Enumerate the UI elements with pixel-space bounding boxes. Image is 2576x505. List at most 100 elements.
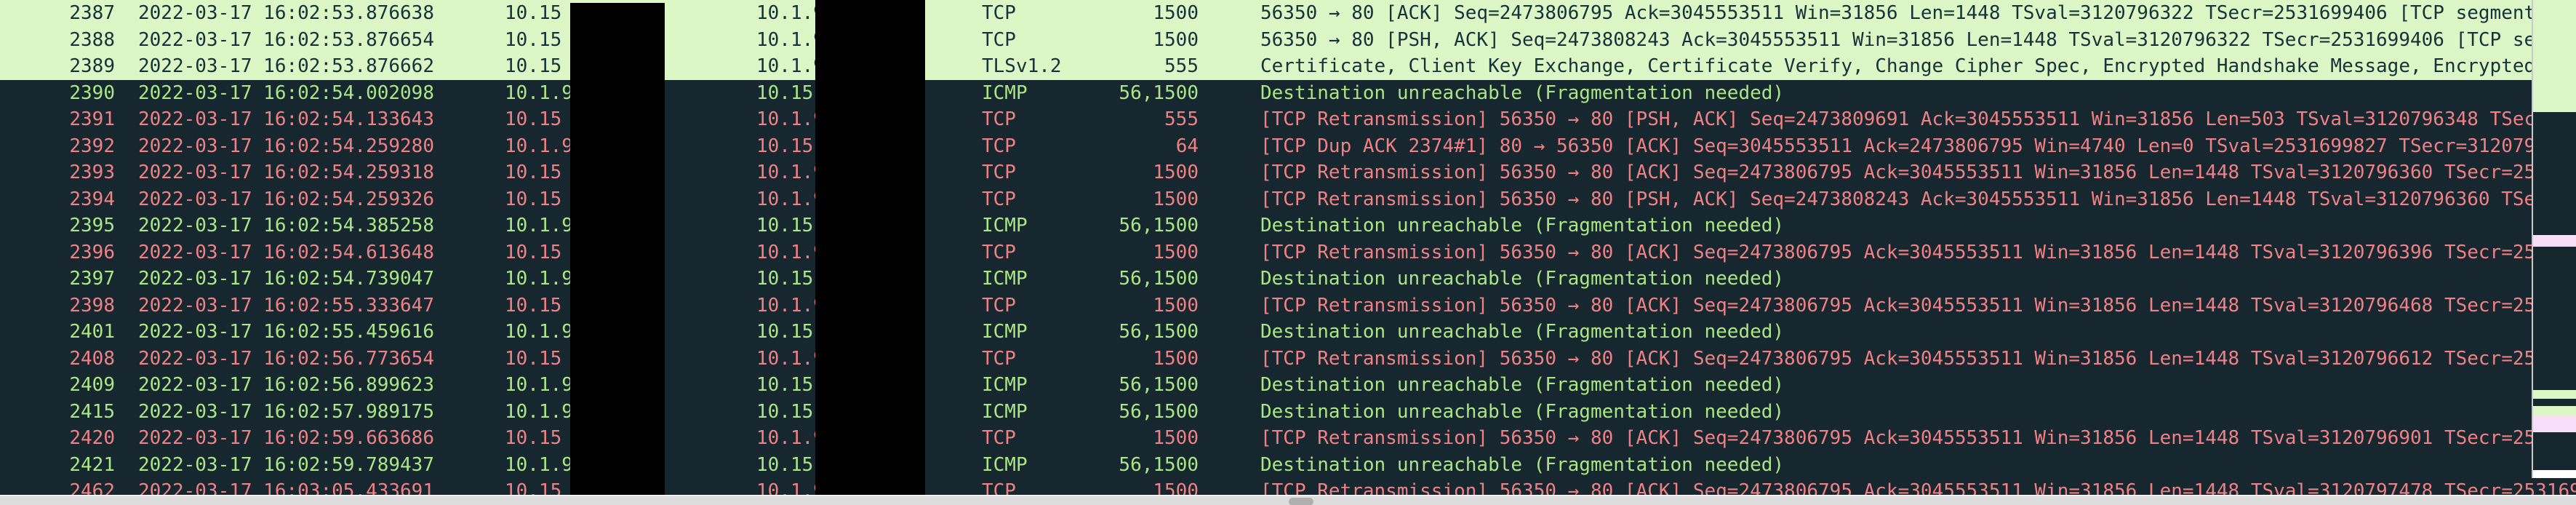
packet-row[interactable]: 2408 2022-03-17 16:02:56.773654 10.15 10… bbox=[0, 345, 2576, 373]
packet-row[interactable]: 2390 2022-03-17 16:02:54.002098 10.1.9 1… bbox=[0, 79, 2576, 107]
packet-time: 2022-03-17 16:02:54.739047 bbox=[138, 268, 434, 290]
packet-source: 10.15 bbox=[505, 347, 562, 370]
packet-destination: 10.1.9 bbox=[756, 241, 825, 263]
packet-no: 2393 bbox=[69, 162, 115, 184]
packet-no: 2388 bbox=[69, 28, 115, 51]
packet-row[interactable]: 2391 2022-03-17 16:02:54.133643 10.15 10… bbox=[0, 106, 2576, 133]
packet-row[interactable]: 2415 2022-03-17 16:02:57.989175 10.1.9 1… bbox=[0, 398, 2576, 426]
packet-source: 10.15 bbox=[505, 294, 562, 317]
packet-protocol: TCP bbox=[982, 294, 1016, 317]
packet-source: 10.15 bbox=[505, 55, 562, 78]
packet-row[interactable]: 2388 2022-03-17 16:02:53.876654 10.15 10… bbox=[0, 26, 2576, 54]
packet-no: 2421 bbox=[69, 453, 115, 476]
packet-row[interactable]: 2395 2022-03-17 16:02:54.385258 10.1.9 1… bbox=[0, 212, 2576, 239]
packet-protocol: ICMP bbox=[982, 374, 1028, 397]
packet-row[interactable]: 2409 2022-03-17 16:02:56.899623 10.1.9 1… bbox=[0, 372, 2576, 399]
scrollbar-map-segment bbox=[2533, 470, 2576, 478]
packet-row[interactable]: 2392 2022-03-17 16:02:54.259280 10.1.9 1… bbox=[0, 132, 2576, 160]
packet-source: 10.15 bbox=[505, 108, 562, 131]
packet-source: 10.1.9 bbox=[505, 215, 573, 237]
packet-destination: 10.1.9 bbox=[756, 2, 825, 24]
packet-destination: 10.15 bbox=[756, 321, 814, 343]
packet-length: 56,1500 bbox=[1119, 268, 1199, 290]
packet-row[interactable]: 2387 2022-03-17 16:02:53.876638 10.15 10… bbox=[0, 0, 2576, 27]
packet-length: 56,1500 bbox=[1119, 453, 1199, 476]
scrollbar-map-segment bbox=[2533, 432, 2576, 470]
packet-length: 56,1500 bbox=[1119, 374, 1199, 397]
packet-time: 2022-03-17 16:02:53.876638 bbox=[138, 2, 434, 24]
packet-source: 10.15 bbox=[505, 28, 562, 51]
packet-destination: 10.1.9 bbox=[756, 108, 825, 131]
packet-destination: 10.1.9 bbox=[756, 347, 825, 370]
packet-no: 2395 bbox=[69, 215, 115, 237]
scrollbar-map-segment bbox=[2533, 112, 2576, 235]
packet-time: 2022-03-17 16:02:53.876654 bbox=[138, 28, 434, 51]
packet-time: 2022-03-17 16:02:53.876662 bbox=[138, 55, 434, 78]
packet-row[interactable]: 2401 2022-03-17 16:02:55.459616 10.1.9 1… bbox=[0, 319, 2576, 346]
packet-time: 2022-03-17 16:02:56.773654 bbox=[138, 347, 434, 370]
packet-info: [TCP Dup ACK 2374#1] 80 → 56350 [ACK] Se… bbox=[1260, 135, 2536, 157]
packet-no: 2397 bbox=[69, 268, 115, 290]
packet-time: 2022-03-17 16:02:54.385258 bbox=[138, 215, 434, 237]
packet-no: 2420 bbox=[69, 427, 115, 450]
packet-info: [TCP Retransmission] 56350 → 80 [PSH, AC… bbox=[1260, 108, 2536, 131]
packet-row[interactable]: 2420 2022-03-17 16:02:59.663686 10.15 10… bbox=[0, 425, 2576, 452]
packet-destination: 10.15 bbox=[756, 400, 814, 423]
packet-row[interactable]: 2421 2022-03-17 16:02:59.789437 10.1.9 1… bbox=[0, 451, 2576, 479]
scrollbar-map-segment bbox=[2533, 390, 2576, 399]
packet-info: [TCP Retransmission] 56350 → 80 [ACK] Se… bbox=[1260, 347, 2536, 370]
packet-time: 2022-03-17 16:02:59.789437 bbox=[138, 453, 434, 476]
packet-length: 555 bbox=[1164, 55, 1199, 78]
packet-no: 2401 bbox=[69, 321, 115, 343]
packet-time: 2022-03-17 16:02:54.613648 bbox=[138, 241, 434, 263]
packet-length: 1500 bbox=[1153, 188, 1199, 210]
packet-time: 2022-03-17 16:02:54.002098 bbox=[138, 81, 434, 104]
packet-protocol: ICMP bbox=[982, 453, 1028, 476]
packet-info: Destination unreachable (Fragmentation n… bbox=[1260, 400, 1785, 423]
packet-protocol: TCP bbox=[982, 162, 1016, 184]
packet-destination: 10.15 bbox=[756, 268, 814, 290]
packet-destination: 10.15 bbox=[756, 215, 814, 237]
horizontal-scrollbar[interactable] bbox=[0, 495, 2576, 505]
packet-length: 1500 bbox=[1153, 28, 1199, 51]
packet-length: 1500 bbox=[1153, 347, 1199, 370]
packet-source: 10.1.9 bbox=[505, 400, 573, 423]
packet-source: 10.1.9 bbox=[505, 374, 573, 397]
packet-protocol: TCP bbox=[982, 135, 1016, 157]
packet-protocol: TCP bbox=[982, 28, 1016, 51]
packet-protocol: TCP bbox=[982, 241, 1016, 263]
packet-no: 2409 bbox=[69, 374, 115, 397]
packet-row[interactable]: 2389 2022-03-17 16:02:53.876662 10.15 10… bbox=[0, 53, 2576, 80]
packet-row[interactable]: 2397 2022-03-17 16:02:54.739047 10.1.9 1… bbox=[0, 266, 2576, 293]
packet-length: 1500 bbox=[1153, 427, 1199, 450]
scrollbar-map-segment bbox=[2533, 0, 2576, 112]
packet-source: 10.15 bbox=[505, 162, 562, 184]
packet-no: 2387 bbox=[69, 2, 115, 24]
packet-source: 10.1.9 bbox=[505, 321, 573, 343]
packet-destination: 10.15 bbox=[756, 374, 814, 397]
packet-time: 2022-03-17 16:02:54.133643 bbox=[138, 108, 434, 131]
packet-destination: 10.15 bbox=[756, 453, 814, 476]
packet-length: 1500 bbox=[1153, 241, 1199, 263]
packet-no: 2390 bbox=[69, 81, 115, 104]
packet-length: 56,1500 bbox=[1119, 81, 1199, 104]
packet-info: 56350 → 80 [PSH, ACK] Seq=2473808243 Ack… bbox=[1260, 28, 2536, 51]
packet-row[interactable]: 2396 2022-03-17 16:02:54.613648 10.15 10… bbox=[0, 239, 2576, 266]
intelligent-scrollbar-minimap[interactable] bbox=[2532, 0, 2576, 478]
packet-row[interactable]: 2393 2022-03-17 16:02:54.259318 10.15 10… bbox=[0, 159, 2576, 186]
packet-row[interactable]: 2394 2022-03-17 16:02:54.259326 10.15 10… bbox=[0, 186, 2576, 213]
packet-protocol: TCP bbox=[982, 188, 1016, 210]
packet-info: [TCP Retransmission] 56350 → 80 [ACK] Se… bbox=[1260, 162, 2536, 184]
packet-info: Destination unreachable (Fragmentation n… bbox=[1260, 453, 1785, 476]
packet-info: Destination unreachable (Fragmentation n… bbox=[1260, 268, 1785, 290]
packet-info: 56350 → 80 [ACK] Seq=2473806795 Ack=3045… bbox=[1260, 2, 2536, 24]
packet-source: 10.15 bbox=[505, 241, 562, 263]
packet-source: 10.1.9 bbox=[505, 268, 573, 290]
packet-protocol: TCP bbox=[982, 2, 1016, 24]
packet-destination: 10.1.9 bbox=[756, 28, 825, 51]
scrollbar-map-segment bbox=[2533, 399, 2576, 406]
packet-time: 2022-03-17 16:02:54.259280 bbox=[138, 135, 434, 157]
packet-time: 2022-03-17 16:02:55.459616 bbox=[138, 321, 434, 343]
packet-row[interactable]: 2398 2022-03-17 16:02:55.333647 10.15 10… bbox=[0, 292, 2576, 319]
horizontal-scrollbar-thumb[interactable] bbox=[1289, 498, 1313, 505]
